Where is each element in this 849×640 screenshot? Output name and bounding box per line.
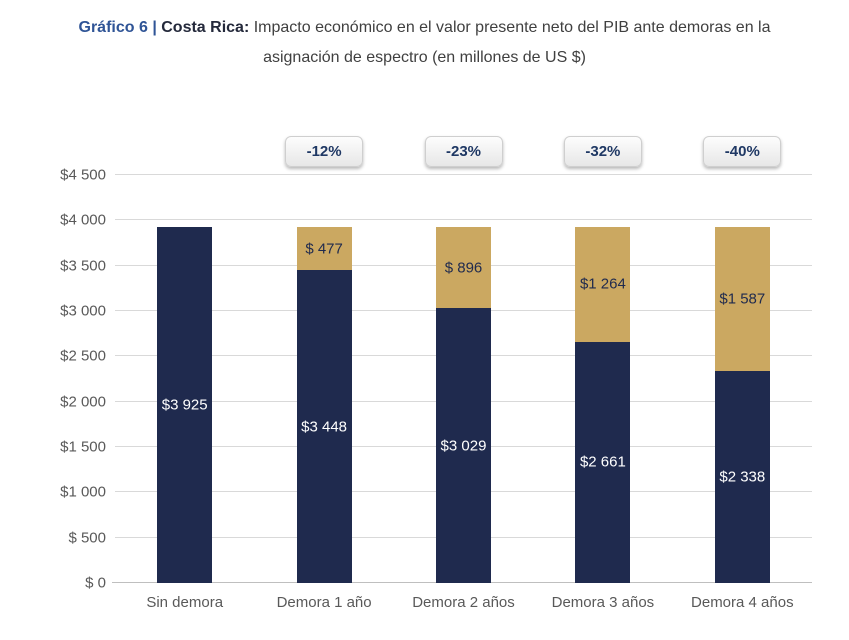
bar-segment-navy — [575, 341, 631, 583]
bar-value-label: $ 477 — [305, 240, 343, 258]
x-category-label: Sin demora — [146, 594, 224, 611]
bar-value-label: $1 264 — [579, 275, 626, 293]
gridline — [115, 219, 812, 221]
y-tick-label: $4 500 — [60, 166, 106, 184]
title-text-line2: asignación de espectro (en millones de U… — [263, 49, 586, 66]
chart-title: Gráfico 6 | Costa Rica: Impacto económic… — [0, 13, 849, 73]
bar-segment-gold — [575, 227, 631, 342]
title-separator: | — [152, 19, 157, 36]
chart-title-line1: Gráfico 6 | Costa Rica: Impacto económic… — [0, 13, 849, 43]
bar-value-label: $3 925 — [161, 396, 208, 414]
bar-value-label: $ 896 — [444, 259, 483, 277]
bar-segment-gold — [714, 227, 770, 372]
title-text-line1: Impacto económico en el valor presente n… — [253, 19, 771, 36]
bar-value-label: $2 338 — [719, 468, 766, 486]
bar-value-label: $3 029 — [440, 437, 487, 455]
y-tick-label: $1 500 — [60, 438, 106, 456]
y-tick-label: $2 000 — [60, 393, 106, 411]
y-tick-label: $ 0 — [85, 574, 106, 592]
bar-segment-gold — [296, 227, 352, 271]
percent-change-badge: -12% — [285, 136, 364, 167]
percent-change-badge: -40% — [703, 136, 782, 167]
x-category-label: Demora 3 años — [551, 594, 655, 611]
y-tick-label: $4 000 — [60, 211, 106, 229]
x-category-label: Demora 1 año — [276, 594, 372, 611]
x-axis: Sin demora Demora 1 año Demora 2 años Demor… — [115, 589, 812, 613]
x-category-label: Demora 4 años — [691, 594, 794, 611]
bar-segment-navy — [714, 371, 770, 583]
y-tick-label: $1 000 — [60, 483, 106, 501]
percent-change-badge: -32% — [563, 136, 642, 167]
y-tick-label: $2 500 — [60, 347, 106, 365]
bar-value-label: $1 587 — [719, 290, 766, 308]
bar-value-label: $3 448 — [301, 418, 348, 436]
gridline — [115, 174, 812, 175]
y-tick-label: $3 500 — [60, 257, 106, 275]
title-region: Costa Rica: — [161, 19, 250, 36]
bar-segment-navy — [436, 308, 491, 583]
percent-badge-row: -12% -23% -32% -40% — [115, 136, 812, 168]
bar-segment-navy — [157, 227, 213, 583]
bar-value-label: $2 661 — [579, 453, 626, 471]
y-tick-label: $ 500 — [68, 529, 106, 547]
plot-area: $3 925 $3 448 $ 477 $3 029 $ 896 $2 661 $1 264… — [112, 174, 812, 583]
bar-segment-navy — [296, 270, 352, 583]
y-axis: $ 0 $ 500 $1 000 $1 500 $2 000 $2 500 $3 000 $3… — [0, 167, 106, 592]
bar-segment-gold — [436, 227, 491, 309]
percent-change-badge: -23% — [424, 136, 503, 167]
y-tick-label: $3 000 — [60, 302, 106, 320]
x-category-label: Demora 2 años — [412, 594, 515, 611]
chart-number: Gráfico 6 — [78, 19, 148, 36]
